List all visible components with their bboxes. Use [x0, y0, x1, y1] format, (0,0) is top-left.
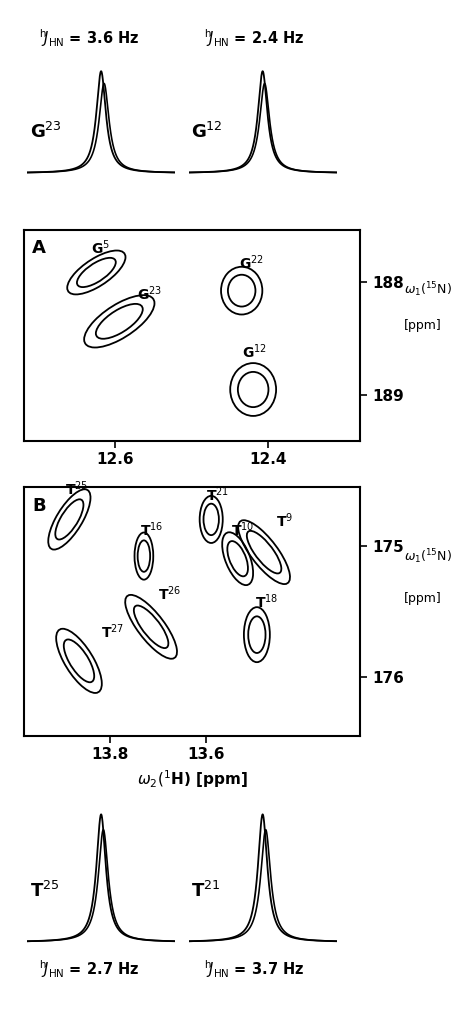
Text: B: B — [32, 497, 46, 515]
Text: $\omega_2(^{1}$H) [ppm]: $\omega_2(^{1}$H) [ppm] — [137, 767, 247, 790]
Text: $^{\rm h}\!\mathit{J}_{\rm HN}$ = 2.4 Hz: $^{\rm h}\!\mathit{J}_{\rm HN}$ = 2.4 Hz — [204, 28, 304, 49]
Text: G$^{12}$: G$^{12}$ — [242, 343, 266, 361]
Text: $^{\rm h}\!\mathit{J}_{\rm HN}$ = 3.7 Hz: $^{\rm h}\!\mathit{J}_{\rm HN}$ = 3.7 Hz — [204, 958, 304, 981]
Text: T$^{27}$: T$^{27}$ — [100, 623, 124, 641]
Text: $^{\rm h}\!\mathit{J}_{\rm HN}$ = 2.7 Hz: $^{\rm h}\!\mathit{J}_{\rm HN}$ = 2.7 Hz — [39, 958, 139, 981]
Text: T$^{9}$: T$^{9}$ — [276, 511, 293, 529]
Text: T$^{18}$: T$^{18}$ — [255, 592, 279, 611]
Text: $\omega_1(^{15}$N): $\omega_1(^{15}$N) — [404, 280, 452, 299]
Text: A: A — [32, 239, 46, 256]
Text: T$^{26}$: T$^{26}$ — [158, 585, 182, 603]
Text: G$^{22}$: G$^{22}$ — [239, 253, 264, 273]
Text: T$^{21}$: T$^{21}$ — [206, 485, 229, 504]
Text: $^{\rm h}\!\mathit{J}_{\rm HN}$ = 3.6 Hz: $^{\rm h}\!\mathit{J}_{\rm HN}$ = 3.6 Hz — [39, 28, 139, 49]
Text: $\omega_1(^{15}$N): $\omega_1(^{15}$N) — [404, 547, 452, 565]
Text: T$^{10}$: T$^{10}$ — [231, 520, 255, 539]
Text: G$^{5}$: G$^{5}$ — [91, 238, 110, 256]
Text: G$^{23}$: G$^{23}$ — [137, 284, 162, 303]
Text: T$^{16}$: T$^{16}$ — [140, 520, 164, 539]
Text: [ppm]: [ppm] — [404, 592, 442, 605]
Text: T$^{25}$: T$^{25}$ — [64, 480, 88, 499]
Text: [ppm]: [ppm] — [404, 318, 442, 331]
